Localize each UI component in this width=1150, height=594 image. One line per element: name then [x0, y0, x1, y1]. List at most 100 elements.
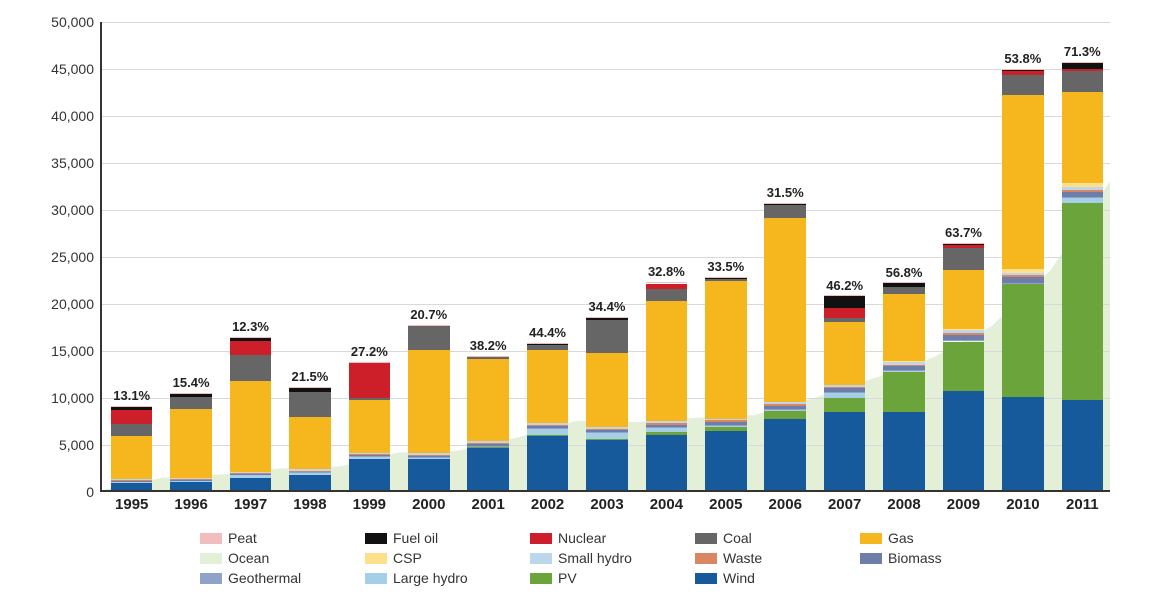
- bar-segment: [705, 425, 747, 427]
- bar-segment: [408, 455, 450, 456]
- bar-segment: [824, 388, 866, 392]
- bar-percentage-label: 56.8%: [886, 265, 923, 280]
- legend-item: Small hydro: [530, 550, 695, 566]
- bar-segment: [467, 441, 509, 443]
- bar-segment: [943, 270, 985, 329]
- bar-segment: [883, 370, 925, 371]
- bar-segment: [586, 317, 628, 318]
- bar-segment: [230, 478, 272, 490]
- bar-segment: [764, 204, 806, 205]
- bar-segment: [1062, 400, 1104, 490]
- legend-label: Peat: [228, 530, 257, 546]
- y-tick-label: 50,000: [51, 14, 102, 30]
- bar-group: 27.2%: [349, 20, 391, 490]
- bar-percentage-label: 46.2%: [826, 278, 863, 293]
- bar-segment: [646, 435, 688, 490]
- legend-label: Biomass: [888, 550, 942, 566]
- bar-segment: [289, 387, 331, 388]
- bar-percentage-label: 12.3%: [232, 319, 269, 334]
- bar-segment: [764, 203, 806, 204]
- bar-segment: [883, 283, 925, 287]
- bar-percentage-label: 20.7%: [410, 307, 447, 322]
- bar-segment: [943, 335, 985, 340]
- bar-segment: [349, 363, 391, 398]
- bar-segment: [646, 282, 688, 283]
- bar-segment: [705, 279, 747, 282]
- bar-segment: [824, 296, 866, 308]
- bar-segment: [1062, 183, 1104, 187]
- legend-item: Geothermal: [200, 570, 365, 586]
- bar-segment: [764, 411, 806, 419]
- bar-segment: [230, 381, 272, 472]
- bar-segment: [883, 287, 925, 295]
- bar-segment: [586, 433, 628, 439]
- legend-label: Fuel oil: [393, 530, 438, 546]
- bar-segment: [111, 406, 153, 410]
- bar-segment: [349, 362, 391, 363]
- legend-label: Nuclear: [558, 530, 606, 546]
- legend-item: Fuel oil: [365, 530, 530, 546]
- legend-label: Large hydro: [393, 570, 468, 586]
- y-tick-label: 15,000: [51, 343, 102, 359]
- y-tick-label: 0: [86, 484, 102, 500]
- legend-swatch: [530, 573, 552, 584]
- legend-label: Gas: [888, 530, 914, 546]
- bar-segment: [764, 419, 806, 490]
- y-tick-label: 35,000: [51, 155, 102, 171]
- bar-segment: [705, 422, 747, 425]
- y-tick-label: 20,000: [51, 296, 102, 312]
- plot-area: RES 05,00010,00015,00020,00025,00030,000…: [100, 22, 1110, 492]
- x-tick-label: 2011: [1066, 490, 1099, 513]
- bar-segment: [467, 356, 509, 357]
- bar-segment: [467, 448, 509, 490]
- bar-segment: [883, 371, 925, 372]
- bar-segment: [1002, 275, 1044, 277]
- bar-segment: [943, 243, 985, 244]
- legend-swatch: [695, 553, 717, 564]
- bar-segment: [1062, 62, 1104, 69]
- legend-swatch: [860, 533, 882, 544]
- legend-swatch: [365, 553, 387, 564]
- bar-percentage-label: 38.2%: [470, 338, 507, 353]
- bar-segment: [705, 420, 747, 422]
- x-tick-label: 1998: [293, 490, 326, 513]
- bar-segment: [467, 356, 509, 357]
- bar-segment: [646, 289, 688, 301]
- bar-segment: [170, 482, 212, 490]
- legend-item: Peat: [200, 530, 365, 546]
- legend-item: Waste: [695, 550, 860, 566]
- bar-segment: [824, 385, 866, 387]
- x-tick-label: 2006: [769, 490, 802, 513]
- bar-segment: [824, 322, 866, 385]
- bar-segment: [824, 318, 866, 322]
- bar-segment: [349, 456, 391, 458]
- y-tick-label: 5,000: [59, 437, 102, 453]
- bar-segment: [111, 481, 153, 482]
- bar-segment: [705, 427, 747, 431]
- bar-segment: [705, 281, 747, 418]
- bar-segment: [883, 362, 925, 365]
- bar-segment: [527, 426, 569, 428]
- x-tick-label: 2003: [590, 490, 623, 513]
- legend-item: Nuclear: [530, 530, 695, 546]
- bar-segment: [824, 308, 866, 318]
- bar-percentage-label: 33.5%: [707, 259, 744, 274]
- legend-label: Small hydro: [558, 550, 632, 566]
- bar-segment: [230, 355, 272, 380]
- legend-swatch: [530, 533, 552, 544]
- bar-segment: [586, 439, 628, 441]
- bar-segment: [646, 421, 688, 423]
- bar-percentage-label: 71.3%: [1064, 44, 1101, 59]
- bar-segment: [883, 282, 925, 283]
- x-tick-label: 2001: [471, 490, 504, 513]
- legend-item: Biomass: [860, 550, 1025, 566]
- y-tick-label: 25,000: [51, 249, 102, 265]
- x-tick-label: 2007: [828, 490, 861, 513]
- legend-item: Ocean: [200, 550, 365, 566]
- x-tick-label: 1997: [234, 490, 267, 513]
- bar-segment: [527, 343, 569, 344]
- bar-segment: [883, 294, 925, 361]
- bar-segment: [824, 392, 866, 398]
- x-tick-label: 1999: [353, 490, 386, 513]
- bar-segment: [111, 436, 153, 479]
